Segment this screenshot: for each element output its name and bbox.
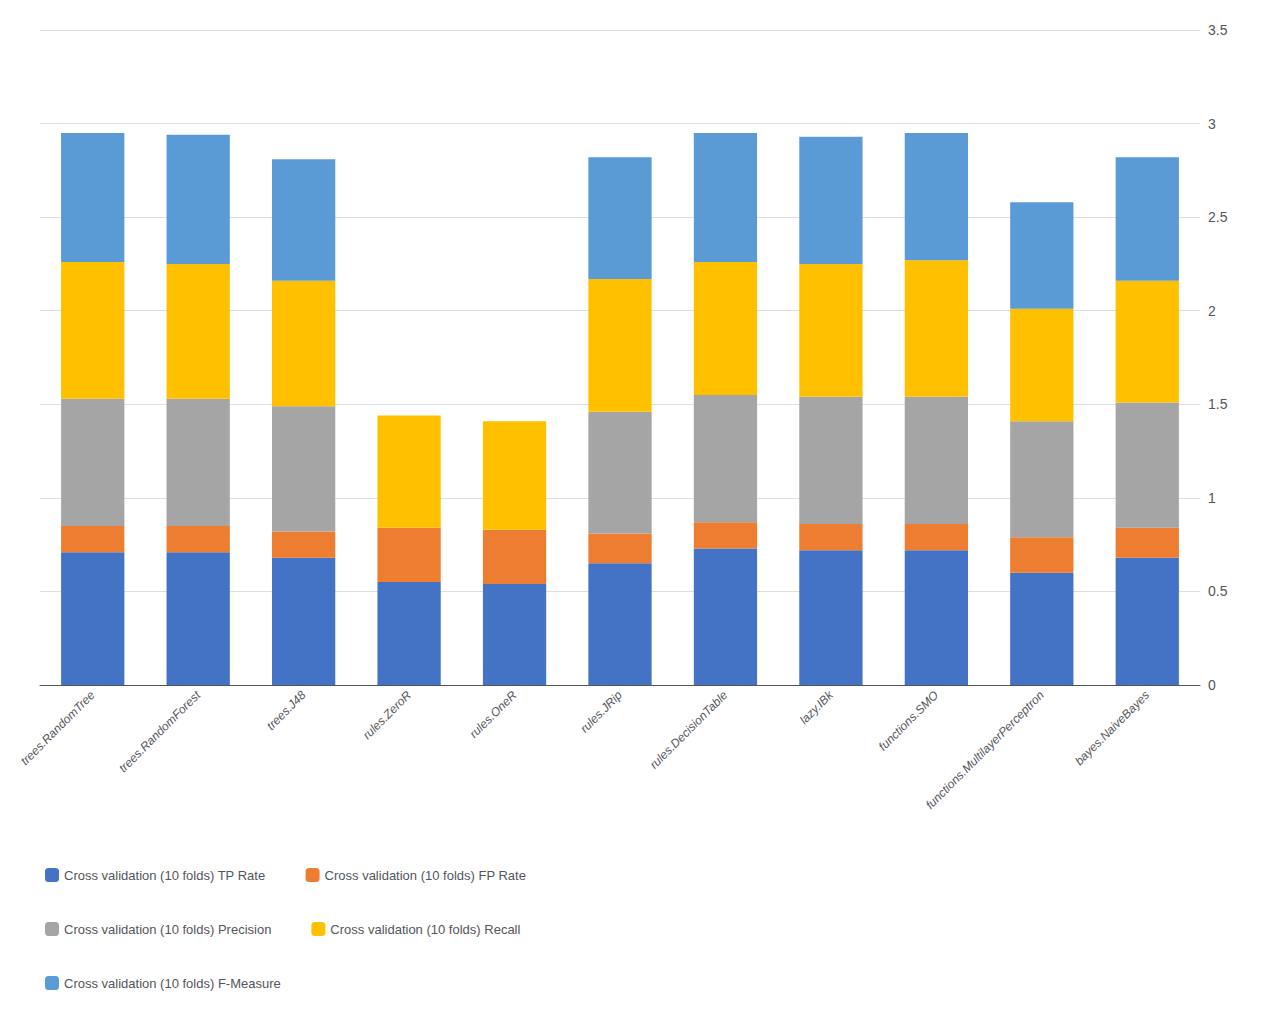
svg-text:Cross validation (10 folds) F-: Cross validation (10 folds) F-Measure [64, 976, 281, 991]
svg-text:Cross validation (10 folds) FP: Cross validation (10 folds) FP Rate [325, 868, 526, 883]
svg-text:bayes.NaiveBayes: bayes.NaiveBayes [1072, 688, 1152, 768]
svg-text:Cross validation (10 folds) Re: Cross validation (10 folds) Recall [330, 922, 520, 937]
svg-text:rules.OneR: rules.OneR [467, 688, 520, 741]
svg-text:1: 1 [1208, 490, 1216, 506]
svg-text:0: 0 [1208, 677, 1216, 693]
svg-text:Cross validation (10 folds) TP: Cross validation (10 folds) TP Rate [64, 868, 265, 883]
svg-text:1.5: 1.5 [1208, 396, 1228, 412]
svg-text:rules.ZeroR: rules.ZeroR [360, 688, 414, 742]
svg-text:trees.J48: trees.J48 [264, 688, 309, 733]
svg-text:trees.RandomTree: trees.RandomTree [18, 688, 98, 768]
svg-text:trees.RandomForest: trees.RandomForest [116, 688, 204, 776]
svg-text:3: 3 [1208, 116, 1216, 132]
svg-text:rules.DecisionTable: rules.DecisionTable [647, 688, 731, 772]
svg-text:0.5: 0.5 [1208, 583, 1228, 599]
svg-text:2.5: 2.5 [1208, 209, 1228, 225]
svg-text:functions.MultilayerPerceptron: functions.MultilayerPerceptron [923, 688, 1047, 812]
svg-text:functions.SMO: functions.SMO [876, 688, 941, 753]
svg-text:3.5: 3.5 [1208, 22, 1228, 38]
svg-text:rules.JRip: rules.JRip [577, 688, 625, 736]
svg-text:lazy.IBk: lazy.IBk [797, 687, 837, 727]
svg-text:Cross validation (10 folds) Pr: Cross validation (10 folds) Precision [64, 922, 271, 937]
svg-text:2: 2 [1208, 303, 1216, 319]
